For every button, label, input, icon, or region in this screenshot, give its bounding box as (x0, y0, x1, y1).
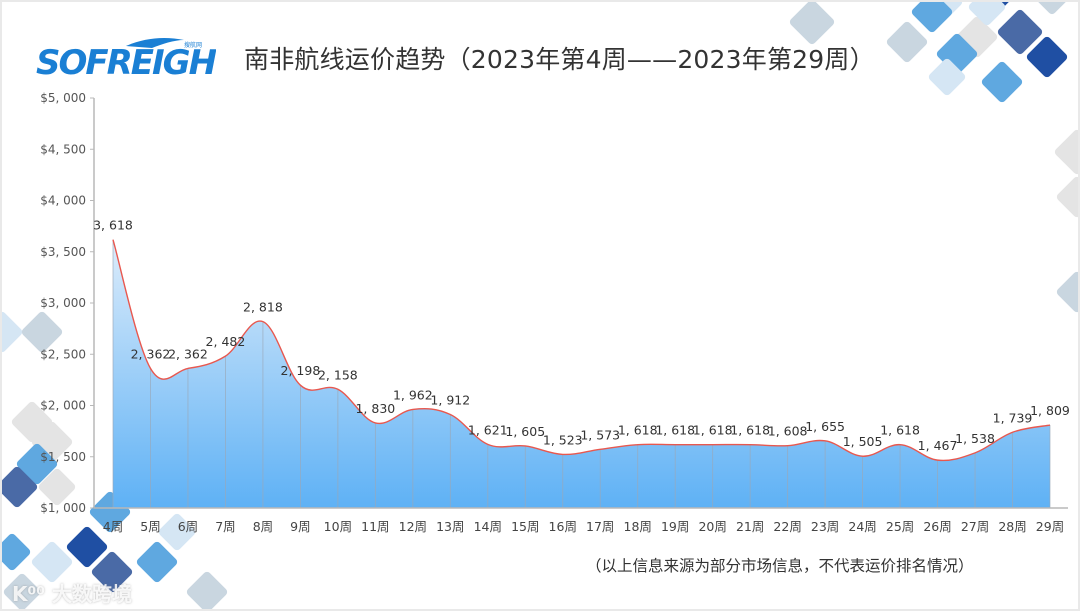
x-tick-label: 5周 (140, 519, 160, 534)
drop-lines (112, 239, 1051, 508)
y-tick-label: $4, 500 (40, 142, 86, 156)
data-point-label: 1, 505 (843, 434, 883, 449)
data-point-label: 1, 830 (355, 401, 395, 416)
data-point-label: 1, 467 (918, 438, 958, 453)
x-tick-label: 27周 (961, 519, 989, 534)
data-point-label: 1, 912 (430, 393, 470, 408)
data-point-label: 1, 573 (580, 427, 620, 442)
source-footnote: （以上信息来源为部分市场信息，不代表运价排名情况） (586, 557, 974, 575)
y-tick-label: $1, 000 (40, 501, 86, 515)
data-point-label: 1, 621 (468, 422, 508, 437)
x-tick-label: 15周 (511, 519, 539, 534)
y-tick-label: $5, 000 (40, 91, 86, 105)
y-tick-label: $3, 500 (40, 245, 86, 259)
data-point-label: 2, 198 (281, 363, 321, 378)
x-tick-label: 19周 (661, 519, 689, 534)
x-tick-label: 9周 (290, 519, 310, 534)
x-tick-label: 10周 (324, 519, 352, 534)
data-point-label: 1, 538 (955, 431, 995, 446)
x-tick-label: 24周 (848, 519, 876, 534)
x-tick-label: 7周 (215, 519, 235, 534)
x-tick-label: 17周 (586, 519, 614, 534)
data-point-label: 1, 618 (618, 423, 658, 438)
data-point-label: 2, 362 (168, 346, 208, 361)
data-point-label: 1, 809 (1030, 403, 1070, 418)
x-tick-label: 8周 (253, 519, 273, 534)
x-tick-label: 13周 (436, 519, 464, 534)
data-point-label: 1, 608 (768, 424, 808, 439)
x-tick-label: 16周 (549, 519, 577, 534)
watermark: K⁰⁰ 大数跨境 (12, 582, 132, 606)
x-tick-label: 6周 (178, 519, 198, 534)
x-tick-label: 22周 (773, 519, 801, 534)
data-point-label: 1, 618 (880, 423, 920, 438)
svg-text:SOFREIGHT: SOFREIGHT (36, 43, 216, 80)
data-point-label: 1, 618 (730, 423, 770, 438)
svg-text:搜航网: 搜航网 (184, 41, 202, 49)
data-point-label: 1, 523 (543, 432, 583, 447)
x-tick-label: 28周 (998, 519, 1026, 534)
sofreight-logo: SOFREIGHT 搜航网 (36, 38, 216, 80)
x-tick-label: 14周 (474, 519, 502, 534)
x-tick-label: 26周 (923, 519, 951, 534)
x-tick-label: 18周 (624, 519, 652, 534)
data-point-label: 1, 618 (655, 423, 695, 438)
data-point-label: 1, 605 (505, 424, 545, 439)
k100-icon: K⁰⁰ (12, 582, 52, 606)
x-axis: 4周 5周 6周 7周 8周 9周 10周 11周 12周 13周 14周 15周 16周 17周 18周 1… (94, 507, 1068, 534)
y-tick-label: $3, 000 (40, 296, 86, 310)
x-tick-label: 21周 (736, 519, 764, 534)
data-point-label: 2, 482 (206, 334, 246, 349)
x-tick-label: 29周 (1036, 519, 1064, 534)
data-point-label: 1, 739 (993, 410, 1033, 425)
x-tick-label: 4周 (103, 519, 123, 534)
y-axis: $1, 000 $1, 500 $2, 000 $2, 500 $3, 000 $3, 5… (40, 91, 95, 515)
x-tick-label: 20周 (698, 519, 726, 534)
trend-line (112, 239, 1051, 462)
y-tick-label: $4, 000 (40, 194, 86, 208)
x-tick-label: 11周 (361, 519, 389, 534)
chart-title: 南非航线运价趋势（2023年第4周——2023年第29周） (244, 45, 875, 74)
x-tick-label: 12周 (399, 519, 427, 534)
data-point-label: 1, 962 (393, 387, 433, 402)
data-point-label: 1, 618 (693, 423, 733, 438)
x-tick-label: 25周 (886, 519, 914, 534)
y-tick-label: $1, 500 (40, 450, 86, 464)
data-point-label: 2, 362 (131, 346, 171, 361)
x-tick-label: 23周 (811, 519, 839, 534)
data-point-label: 1, 655 (805, 419, 845, 434)
data-point-label: 2, 818 (243, 300, 283, 315)
area-fill (113, 239, 1050, 508)
y-tick-label: $2, 500 (40, 347, 86, 361)
y-tick-label: $2, 000 (40, 399, 86, 413)
data-point-label: 2, 158 (318, 367, 358, 382)
data-point-label: 3, 618 (93, 218, 133, 233)
